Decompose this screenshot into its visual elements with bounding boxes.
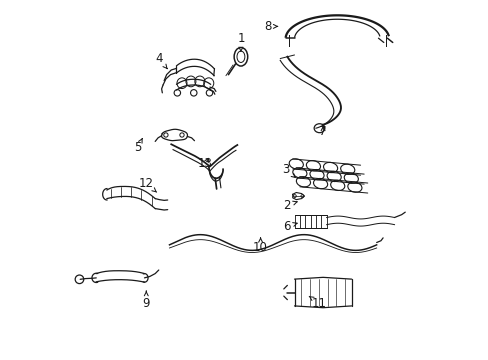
Text: 4: 4	[155, 52, 167, 69]
Text: 6: 6	[283, 220, 297, 233]
Text: 12: 12	[139, 177, 156, 192]
Text: 13: 13	[197, 157, 212, 170]
Text: 11: 11	[308, 296, 326, 310]
Text: 1: 1	[237, 32, 244, 51]
Text: 7: 7	[319, 125, 326, 138]
Text: 8: 8	[264, 20, 277, 33]
Text: 5: 5	[133, 139, 142, 154]
Text: 3: 3	[281, 163, 295, 177]
Text: 9: 9	[142, 291, 150, 310]
Text: 10: 10	[253, 238, 267, 255]
Text: 2: 2	[283, 198, 297, 212]
